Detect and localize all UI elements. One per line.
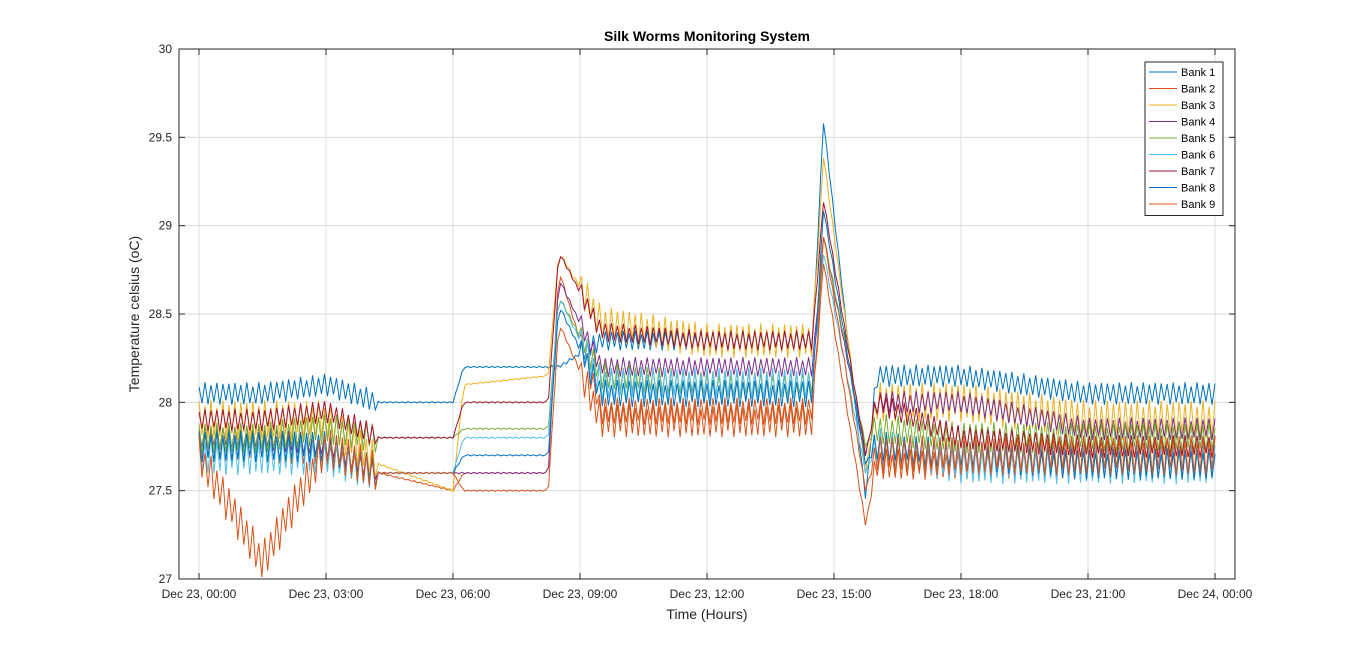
legend-label: Bank 8 [1181,183,1215,195]
legend-label: Bank 5 [1181,133,1215,145]
y-tick-label: 27 [159,572,173,586]
legend: Bank 1 Bank 2 Bank 3 Bank 4 Bank 5 Bank 6 Bank… [1144,61,1224,216]
legend-label: Bank 2 [1181,84,1215,96]
y-axis-ticks: 27 27.5 28 28.5 29 29.5 30 [149,42,1235,586]
y-tick-label: 27.5 [149,484,173,498]
x-tick-label: Dec 23, 09:00 [543,587,618,601]
chart-title: Silk Worms Monitoring System [604,28,810,44]
x-tick-label: Dec 23, 06:00 [416,587,491,601]
x-tick-label: Dec 24, 00:00 [1178,587,1253,601]
series-lines [198,123,1216,578]
x-tick-label: Dec 23, 15:00 [797,587,872,601]
x-tick-label: Dec 23, 03:00 [289,587,364,601]
y-tick-label: 28 [159,395,173,409]
legend-box [1144,61,1224,216]
x-tick-label: Dec 23, 18:00 [924,587,999,601]
series-line [198,202,1216,458]
x-tick-label: Dec 23, 00:00 [162,587,237,601]
legend-label: Bank 3 [1181,100,1215,112]
series-line [198,237,1216,578]
x-tick-label: Dec 23, 12:00 [670,587,745,601]
x-tick-label: Dec 23, 21:00 [1051,587,1126,601]
x-axis-ticks: Dec 23, 00:00 Dec 23, 03:00 Dec 23, 06:00 D… [162,49,1253,601]
y-tick-label: 28.5 [149,307,173,321]
legend-label: Bank 6 [1181,150,1215,162]
legend-label: Bank 7 [1181,166,1215,178]
legend-label: Bank 9 [1181,199,1215,211]
y-tick-label: 29.5 [149,130,173,144]
legend-label: Bank 1 [1181,67,1215,79]
legend-label: Bank 4 [1181,117,1215,129]
y-tick-label: 29 [159,219,173,233]
y-axis-title: Temperature celsius (oC) [126,236,142,392]
y-tick-label: 30 [159,42,173,56]
x-axis-title: Time (Hours) [666,606,747,622]
